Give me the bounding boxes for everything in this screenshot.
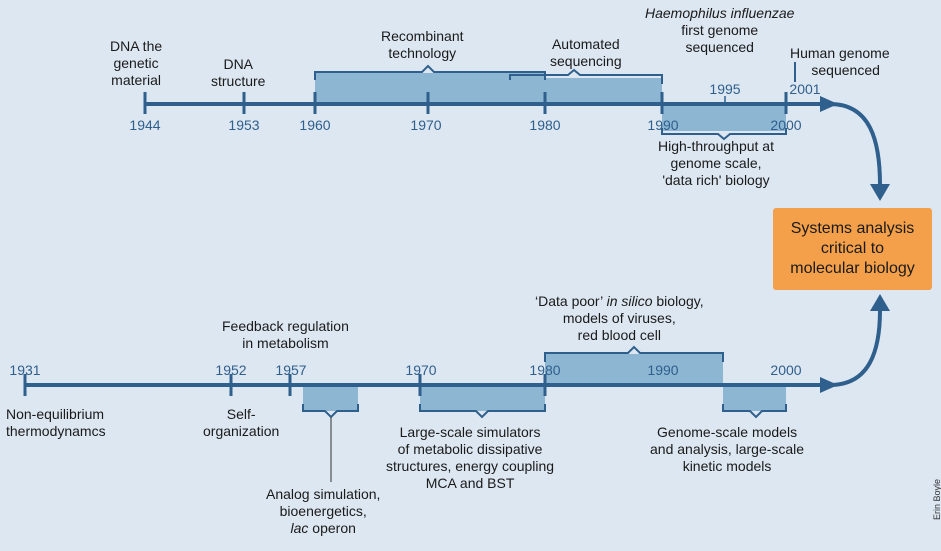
year-2001: 2001: [789, 81, 821, 97]
event-analog: Analog simulation, bioenergetics, lac op…: [266, 486, 380, 537]
brace-large-scale: [419, 404, 546, 419]
year-1957: 1957: [275, 362, 307, 378]
bottom-axis-arrowhead: [820, 377, 838, 393]
event-high-throughput: High-throughput at genome scale, 'data r…: [658, 138, 774, 188]
data-poor-italic: in silico: [606, 293, 653, 309]
band-recombinant: [315, 73, 545, 104]
event-self-organization: Self- organization: [203, 406, 280, 439]
systems-analysis-text: Systems analysis critical to molecular b…: [790, 220, 915, 277]
band-analog: [303, 385, 358, 411]
band-high-throughput: [662, 104, 786, 131]
event-automated: Automated sequencing: [550, 36, 622, 69]
year-1995: 1995: [709, 81, 741, 97]
event-haemophilus: Haemophilus influenzae first genome sequ…: [645, 5, 794, 56]
systems-analysis-box: Systems analysis critical to molecular b…: [773, 208, 932, 290]
event-human-genome: Human genome sequenced: [790, 45, 890, 78]
event-genome-scale: Genome-scale models and analysis, large-…: [650, 424, 805, 474]
event-dna-material: DNA the genetic material: [110, 38, 163, 88]
analog-lac: lac: [290, 520, 309, 536]
year-1990: 1990: [647, 117, 679, 133]
year-1944: 1944: [129, 117, 161, 133]
brace-automated: [509, 68, 663, 84]
brace-data-poor: [544, 345, 724, 362]
top-curve-arrow: [829, 102, 882, 186]
data-poor-post: biology,: [652, 293, 704, 309]
event-feedback: Feedback regulation in metabolism: [222, 318, 349, 351]
brace-genome-scale: [722, 404, 787, 419]
event-non-equilibrium: Non-equilibrium thermodynamcs: [6, 406, 106, 439]
top-axis-arrowhead: [820, 96, 838, 112]
year-2000-b: 2000: [770, 362, 802, 378]
year-1952: 1952: [215, 362, 247, 378]
event-recombinant: Recombinant technology: [381, 28, 464, 61]
year-1960: 1960: [299, 117, 331, 133]
band-data-poor: [545, 354, 723, 385]
year-1970-b: 1970: [405, 362, 437, 378]
year-1980: 1980: [529, 117, 561, 133]
year-1953: 1953: [228, 117, 260, 133]
data-poor-pre: ‘Data poor’: [535, 293, 607, 309]
year-1931: 1931: [9, 362, 41, 378]
band-automated: [510, 78, 662, 104]
year-1980-b: 1980: [529, 362, 561, 378]
bottom-curve-arrowhead: [870, 294, 890, 311]
analog-operon: operon: [308, 520, 356, 536]
event-haemophilus-text: first genome sequenced: [681, 22, 759, 55]
year-1970: 1970: [410, 117, 442, 133]
event-data-poor: ‘Data poor’ in silico biology, models of…: [535, 293, 704, 344]
year-1990-b: 1990: [647, 362, 679, 378]
brace-high-throughput: [661, 128, 787, 141]
year-2000: 2000: [770, 117, 802, 133]
band-genome-scale: [723, 385, 786, 411]
event-dna-structure: DNA structure: [211, 56, 266, 89]
event-haemophilus-species: Haemophilus influenzae: [645, 5, 795, 21]
top-curve-arrowhead: [870, 184, 890, 201]
analog-text: Analog simulation, bioenergetics,: [266, 486, 381, 519]
brace-recombinant: [314, 64, 546, 80]
data-poor-rest: models of viruses, red blood cell: [562, 310, 676, 343]
band-large-scale: [420, 385, 545, 411]
bottom-curve-arrow: [829, 309, 882, 387]
event-large-scale: Large-scale simulators of metabolic diss…: [386, 424, 555, 491]
credit-text: Erin Boyle: [932, 478, 941, 520]
